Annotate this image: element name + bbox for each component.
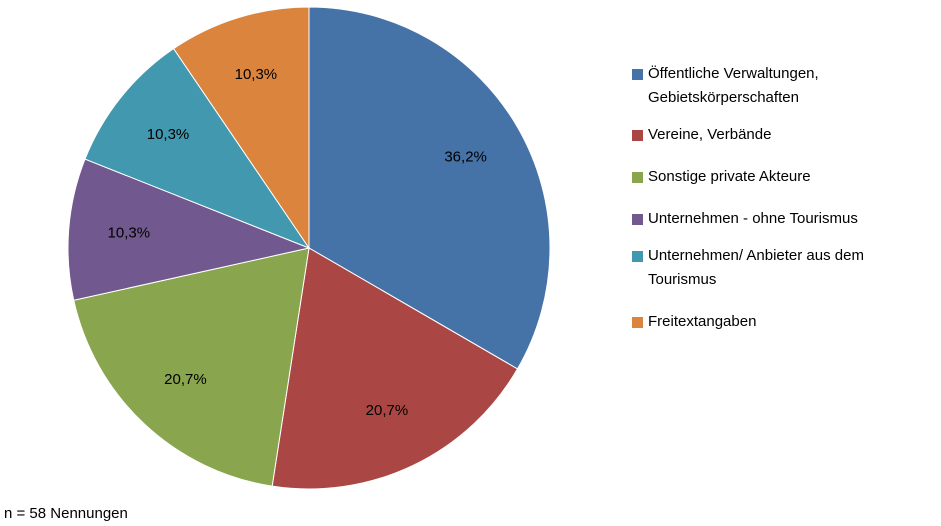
legend-label: Vereine, Verbände: [648, 126, 772, 143]
legend-swatch: [632, 251, 643, 262]
data-label: 10,3%: [147, 126, 190, 143]
data-label: 20,7%: [366, 402, 409, 419]
legend: Öffentliche Verwaltungen, Gebietskörpers…: [632, 62, 932, 334]
note: n = 58 Nennungen: [4, 505, 128, 522]
legend-label: Freitextangaben: [648, 313, 757, 330]
legend-label: Öffentliche Verwaltungen, Gebietskörpers…: [648, 65, 819, 106]
legend-label: Unternehmen - ohne Tourismus: [648, 210, 858, 227]
legend-swatch: [632, 130, 643, 141]
legend-item: Vereine, Verbände: [632, 123, 932, 147]
data-label: 10,3%: [235, 66, 278, 83]
pie-slice: [67, 158, 311, 301]
data-label: 10,3%: [108, 225, 151, 242]
pie-slice: [73, 247, 310, 487]
legend-item: Freitextangaben: [632, 310, 932, 334]
legend-label: Sonstige private Akteure: [648, 168, 811, 185]
pie-slice: [308, 6, 551, 370]
legend-item: Unternehmen - ohne Tourismus: [632, 207, 932, 231]
legend-swatch: [632, 317, 643, 328]
legend-item: Sonstige private Akteure: [632, 165, 932, 189]
legend-swatch: [632, 214, 643, 225]
legend-swatch: [632, 69, 643, 80]
data-label: 36,2%: [444, 149, 487, 166]
pie-slice: [271, 247, 519, 490]
legend-item: Öffentliche Verwaltungen, Gebietskörpers…: [632, 62, 932, 110]
pie-slice: [172, 6, 310, 250]
legend-label: Unternehmen/ Anbieter aus dem Tourismus: [648, 247, 864, 288]
data-label: 20,7%: [164, 371, 207, 388]
pie-slice: [84, 47, 311, 250]
legend-swatch: [632, 172, 643, 183]
legend-item: Unternehmen/ Anbieter aus dem Tourismus: [632, 244, 932, 292]
